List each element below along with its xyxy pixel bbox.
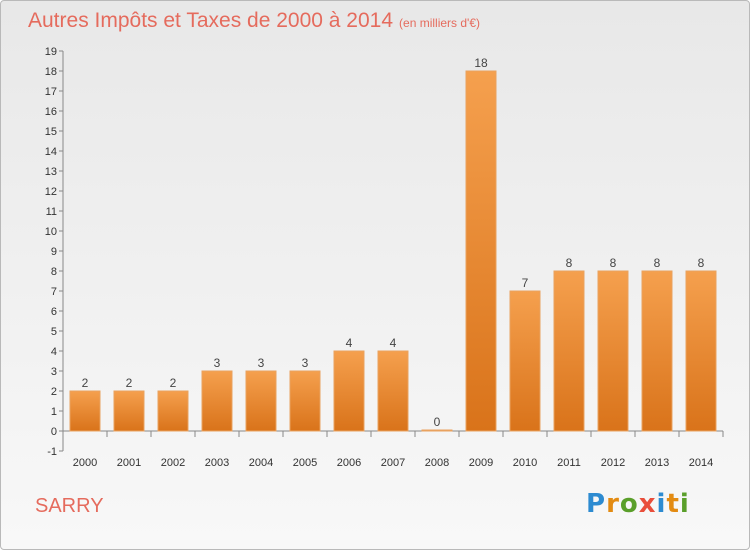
bar bbox=[333, 350, 365, 432]
data-label: 0 bbox=[434, 415, 441, 429]
x-tick-label: 2001 bbox=[117, 457, 141, 469]
x-tick-label: 2010 bbox=[513, 457, 537, 469]
x-tick-label: 2002 bbox=[161, 457, 185, 469]
chart-title-text: Autres Impôts et Taxes de 2000 à 2014 bbox=[28, 9, 394, 32]
data-label: 8 bbox=[566, 256, 573, 270]
logo-letter: i bbox=[679, 489, 690, 519]
y-tick-label: 0 bbox=[51, 426, 57, 438]
y-tick-label: 7 bbox=[51, 286, 57, 298]
x-tick-label: 2005 bbox=[293, 457, 317, 469]
x-tick-label: 2003 bbox=[205, 457, 229, 469]
logo-letter: P bbox=[586, 489, 607, 519]
y-tick-label: -1 bbox=[47, 446, 57, 458]
chart-title: Autres Impôts et Taxes de 2000 à 2014 (en… bbox=[28, 9, 480, 33]
x-tick-label: 2013 bbox=[645, 457, 669, 469]
y-tick-label: 5 bbox=[51, 326, 57, 338]
logo-letter: r bbox=[606, 489, 620, 519]
y-tick-label: 2 bbox=[51, 386, 57, 398]
bar bbox=[553, 270, 585, 432]
data-labels: 2 2 2 3 3 3 4 4 0 18 7 8 8 8 8 bbox=[82, 56, 705, 429]
bar bbox=[597, 270, 629, 432]
logo-letter: i bbox=[656, 489, 667, 519]
proxiti-logo[interactable]: Proxiti bbox=[586, 489, 690, 519]
data-label: 2 bbox=[82, 376, 89, 390]
bar bbox=[465, 70, 497, 432]
y-tick-label: 9 bbox=[51, 246, 57, 258]
data-label: 18 bbox=[474, 56, 488, 70]
x-tick-label: 2008 bbox=[425, 457, 449, 469]
bar bbox=[421, 429, 453, 432]
bar bbox=[245, 370, 277, 432]
data-label: 8 bbox=[610, 256, 617, 270]
bar bbox=[113, 390, 145, 432]
logo-letter: o bbox=[619, 489, 639, 519]
y-tick-label: 11 bbox=[46, 206, 57, 218]
y-tick-label: 14 bbox=[45, 146, 57, 158]
data-label: 8 bbox=[698, 256, 705, 270]
data-label: 4 bbox=[390, 336, 397, 350]
x-tick-label: 2011 bbox=[557, 457, 581, 469]
y-tick-label: 13 bbox=[45, 166, 57, 178]
y-tick-label: 4 bbox=[51, 346, 57, 358]
commune-name: SARRY bbox=[35, 495, 104, 517]
y-tick-label: 8 bbox=[51, 266, 57, 278]
y-tick-label: 1 bbox=[51, 406, 57, 418]
data-label: 4 bbox=[346, 336, 353, 350]
x-axis: 2000 2001 2002 2003 2004 2005 2006 2007 2008 2009… bbox=[63, 430, 724, 469]
bar bbox=[377, 350, 409, 432]
data-label: 3 bbox=[258, 356, 265, 370]
bar bbox=[201, 370, 233, 432]
bar bbox=[641, 270, 673, 432]
y-tick-label: 17 bbox=[45, 86, 57, 98]
logo-letter: x bbox=[638, 489, 657, 519]
x-tick-label: 2006 bbox=[337, 457, 361, 469]
bar bbox=[685, 270, 717, 432]
y-tick-label: 3 bbox=[51, 366, 57, 378]
bar bbox=[509, 290, 541, 432]
data-label: 2 bbox=[126, 376, 133, 390]
y-tick-label: 19 bbox=[45, 46, 57, 58]
x-tick-label: 2014 bbox=[689, 457, 713, 469]
bar bbox=[157, 390, 189, 432]
y-tick-label: 12 bbox=[45, 186, 57, 198]
y-tick-label: 16 bbox=[45, 106, 57, 118]
y-tick-label: 15 bbox=[45, 126, 57, 138]
bars bbox=[69, 70, 717, 432]
logo-letter: t bbox=[666, 489, 680, 519]
bar bbox=[69, 390, 101, 432]
x-tick-label: 2012 bbox=[601, 457, 625, 469]
x-tick-label: 2004 bbox=[249, 457, 273, 469]
y-tick-label: 6 bbox=[51, 306, 57, 318]
data-label: 2 bbox=[170, 376, 177, 390]
bar bbox=[289, 370, 321, 432]
chart-unit: (en milliers d'€) bbox=[399, 16, 481, 30]
y-tick-label: 10 bbox=[45, 226, 57, 238]
data-label: 3 bbox=[302, 356, 309, 370]
x-tick-label: 2007 bbox=[381, 457, 405, 469]
data-label: 8 bbox=[654, 256, 661, 270]
x-tick-label: 2009 bbox=[469, 457, 493, 469]
y-tick-label: 18 bbox=[45, 66, 57, 78]
data-label: 7 bbox=[522, 276, 529, 290]
x-tick-label: 2000 bbox=[73, 457, 97, 469]
data-label: 3 bbox=[214, 356, 221, 370]
